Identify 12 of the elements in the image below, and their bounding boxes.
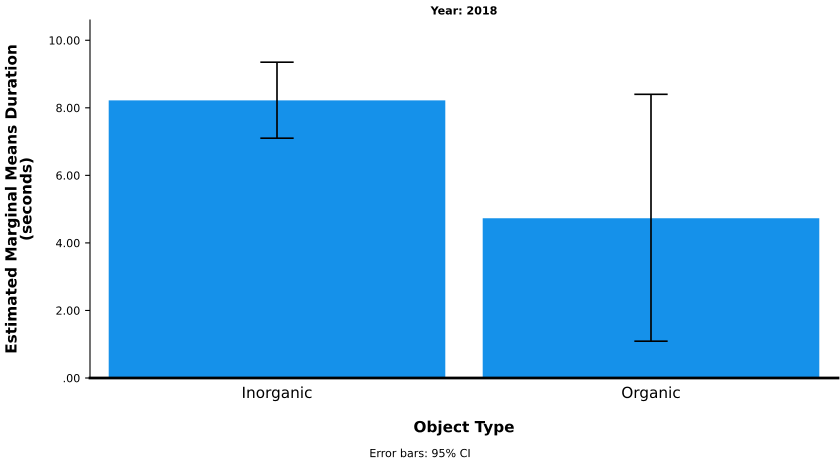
y-tick-label: .00 [64, 374, 80, 382]
x-axis-title: Object Type [414, 420, 514, 436]
y-axis-title: Estimated Marginal Means Duration (seconds) [4, 45, 34, 352]
y-tick-label: 2.00 [56, 306, 80, 315]
y-tick-label: 6.00 [56, 171, 80, 180]
y-tick-label: 10.00 [50, 36, 80, 45]
x-tick-label: Inorganic [243, 386, 312, 402]
chart-title: Year: 2018 [430, 6, 497, 15]
text: Error bars: 95% CI [370, 448, 470, 458]
y-tick-label: 4.00 [56, 238, 80, 248]
y-tick-label: 8.00 [56, 104, 80, 112]
x-tick-label: Organic [622, 386, 680, 402]
